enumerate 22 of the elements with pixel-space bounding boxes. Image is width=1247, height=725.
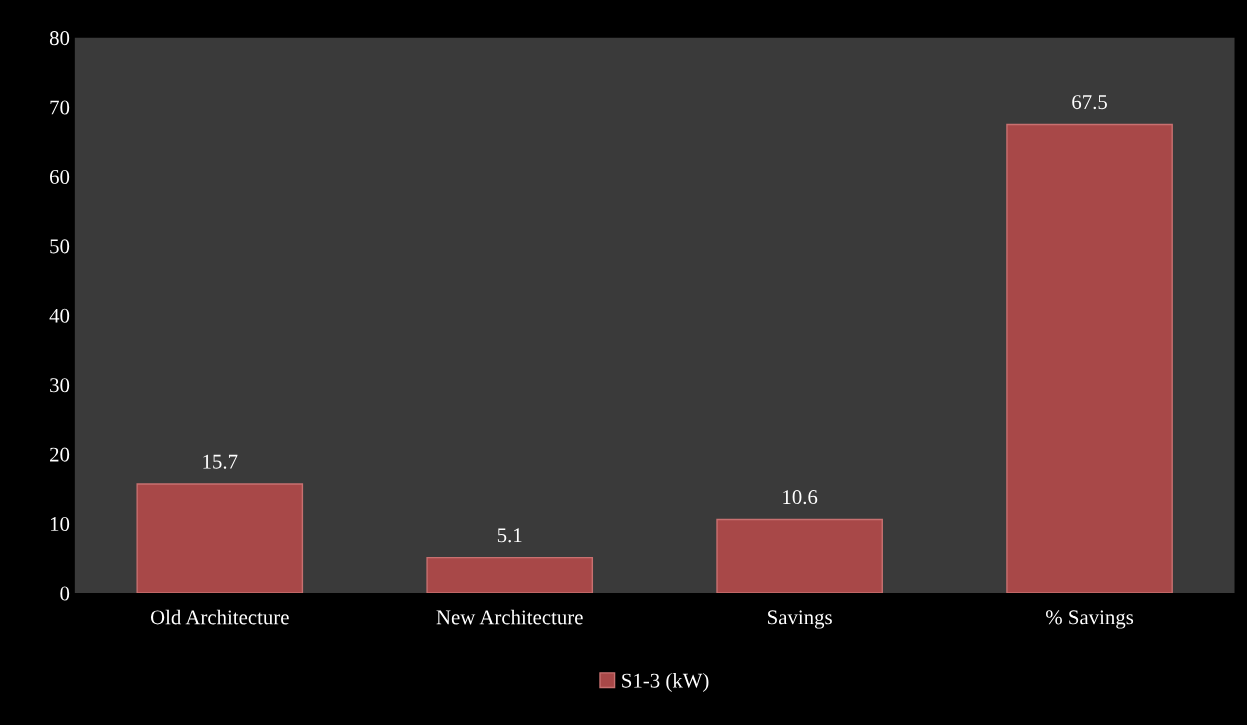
y-tick-label: 10	[50, 517, 70, 532]
bar	[426, 556, 594, 594]
y-tick-label: 70	[50, 100, 70, 115]
bar	[1006, 123, 1173, 594]
bar	[136, 483, 304, 594]
bar	[716, 518, 883, 594]
x-tick-label: Savings	[768, 610, 832, 629]
x-tick-label: % Savings	[1046, 610, 1134, 629]
y-tick-label: 50	[50, 239, 70, 254]
y-tick-label: 40	[49, 308, 70, 323]
data-label: 5.1	[497, 528, 522, 543]
y-tick-label: 0	[60, 586, 70, 601]
y-tick-label: 20	[50, 447, 70, 462]
y-tick-label: 30	[50, 378, 70, 393]
y-tick-label: 60	[50, 169, 70, 184]
x-tick-label: New Architecture	[436, 609, 583, 625]
x-tick-label: Old Architecture	[150, 609, 289, 625]
legend-label: S1-3 (kW)	[622, 673, 709, 692]
y-tick-label: 80	[49, 31, 70, 46]
data-label: 15.7	[203, 454, 238, 469]
data-label: 10.6	[783, 490, 818, 505]
data-label: 67.5	[1072, 95, 1107, 110]
